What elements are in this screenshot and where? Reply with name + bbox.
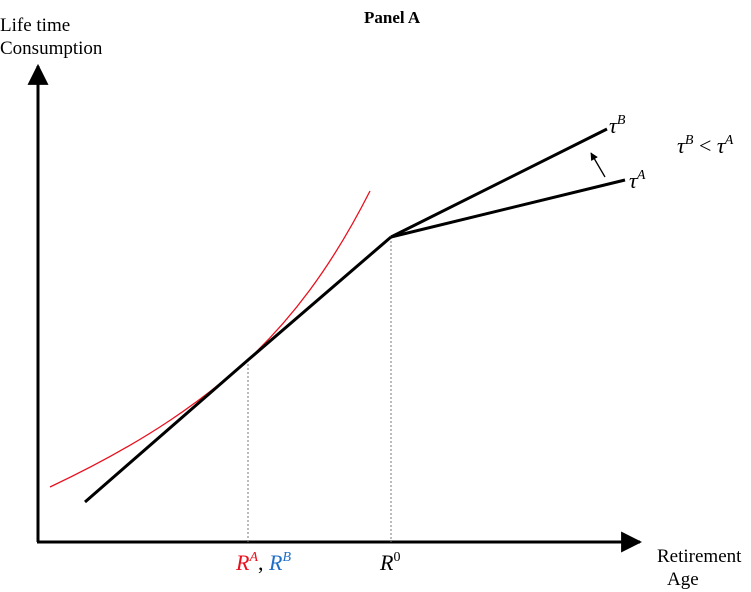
tick-label-ra: RA [236,550,259,575]
label-tau-b: τB [609,113,626,138]
y-axis-label: Life time Consumption [0,15,102,61]
budget-line-tau-a [390,178,626,239]
indifference-curve [49,190,371,488]
tick-label-rb: RB [269,550,292,575]
tick-label-r0: R0 [380,550,401,575]
rotation-arrow [590,152,606,178]
inequality-label: τB < τA [677,133,734,158]
tick-sep: , [258,550,270,575]
y-axis-label-line1: Life time [0,15,71,36]
x-axis-label-line1: Retirement [657,546,742,567]
budget-line-tau-b [390,127,608,239]
diagram-canvas [27,63,643,553]
x-axis-label: Retirement Age [657,546,741,592]
tick-label-ra-rb: RA, RB [236,550,292,575]
x-axis-label-line2: Age [667,568,699,590]
y-axis-label-line2: Consumption [0,37,103,59]
budget-line-base [84,235,392,504]
label-tau-a: τA [629,168,646,193]
panel-title: Panel A [364,8,421,27]
